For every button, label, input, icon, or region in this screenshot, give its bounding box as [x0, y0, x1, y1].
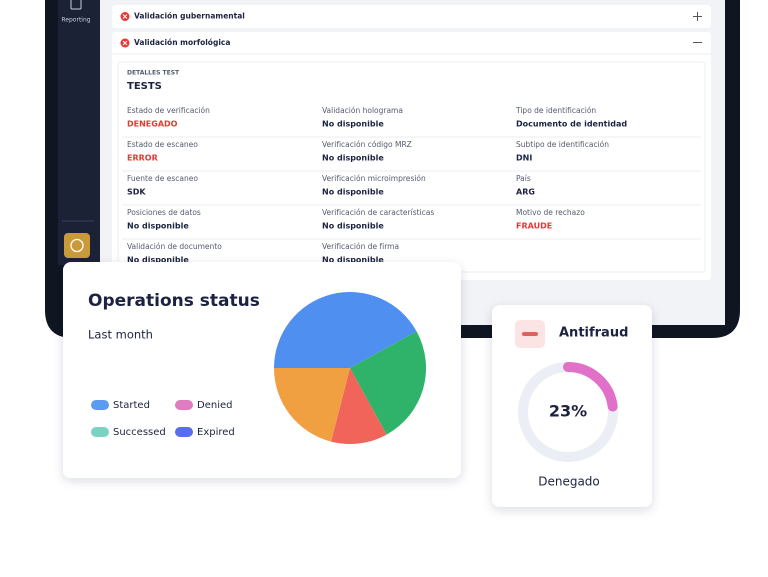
field-value: ERROR: [127, 154, 158, 163]
field-label: Verificación de firma: [322, 242, 399, 251]
legend-swatch: [91, 427, 109, 437]
field-value: FRAUDE: [516, 222, 552, 231]
field-label: Fuente de escaneo: [127, 174, 198, 183]
field-value: No disponible: [127, 256, 189, 265]
legend-label: Successed: [113, 427, 166, 438]
legend-label: Started: [113, 400, 150, 411]
report-icon: [70, 0, 82, 10]
error-x: [122, 40, 128, 46]
chart-icon: [70, 238, 84, 253]
field-value: No disponible: [322, 120, 384, 129]
legend-swatch: [175, 427, 193, 437]
chart-subtitle: Last month: [88, 328, 153, 342]
field-value: No disponible: [127, 222, 189, 231]
field-label: Verificación de características: [322, 208, 434, 217]
details-caption: DETALLES TEST: [127, 70, 180, 77]
card-bg: [492, 305, 652, 507]
chart-button[interactable]: [64, 233, 90, 258]
pie-slice: [350, 331, 426, 435]
antifraud-card: [492, 305, 652, 507]
field-value: ARG: [516, 188, 535, 197]
sidebar-label: Reporting: [61, 17, 90, 24]
field-label: Validación holograma: [322, 106, 403, 115]
field-value: SDK: [127, 188, 146, 197]
field-label: Posiciones de datos: [127, 208, 201, 217]
donut-caption: Denegado: [538, 475, 600, 489]
accordion-title: Validación morfológica: [134, 38, 230, 47]
field-value: DENEGADO: [127, 120, 178, 129]
error-x: [122, 14, 128, 19]
field-label: Validación de documento: [127, 242, 222, 251]
sidebar: [58, 0, 100, 265]
field-value: No disponible: [322, 222, 384, 231]
legend-label: Expired: [197, 427, 235, 438]
field-label: Estado de escaneo: [127, 140, 198, 149]
field-value: DNI: [516, 154, 532, 163]
field-value: No disponible: [322, 256, 384, 265]
legend-label: Denied: [197, 400, 232, 411]
accordion-title: Validación gubernamental: [134, 12, 245, 21]
field-value: No disponible: [322, 154, 384, 163]
details-card: [117, 61, 706, 273]
donut-arc: [518, 362, 618, 462]
accordion-row[interactable]: [112, 5, 711, 28]
chart-title: Operations status: [88, 291, 260, 311]
field-label: Subtipo de identificación: [516, 140, 609, 149]
details-title: TESTS: [127, 81, 162, 92]
pie-slice: [274, 368, 350, 442]
pie-slice: [331, 368, 387, 444]
field-value: Documento de identidad: [516, 120, 627, 129]
field-label: Verificación código MRZ: [322, 140, 412, 149]
donut-label: 23%: [549, 402, 587, 421]
field-value: No disponible: [322, 188, 384, 197]
chart-title: Antifraud: [559, 326, 628, 341]
expand-icon[interactable]: [693, 12, 702, 21]
legend-swatch: [175, 400, 193, 410]
pie-slice: [274, 292, 417, 368]
legend-swatch: [91, 400, 109, 410]
field-label: Verificación microimpresión: [322, 174, 426, 183]
field-label: Tipo de identificación: [515, 106, 596, 115]
field-label: Motivo de rechazo: [516, 208, 585, 217]
field-label: País: [516, 174, 531, 183]
field-label: Estado de verificación: [127, 106, 210, 115]
